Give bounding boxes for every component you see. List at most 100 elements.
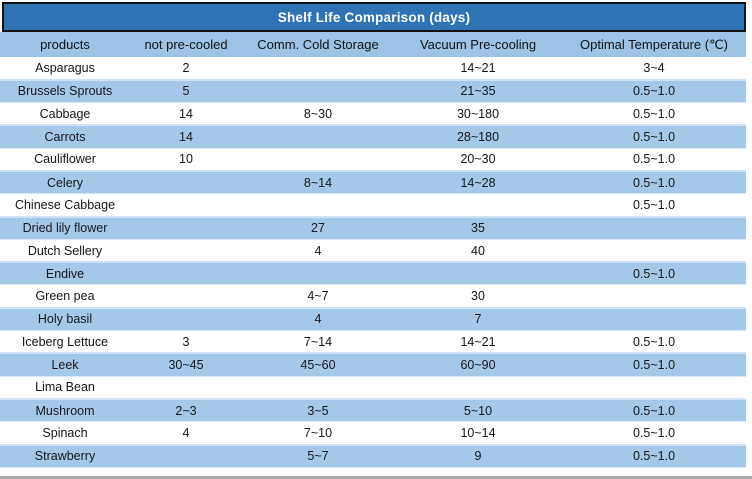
optimal-temperature-value: 0.5~1.0 (632, 266, 676, 281)
product-name: Carrots (44, 130, 86, 145)
vacuum-precooling-value: 10~14 (460, 425, 496, 440)
vacuum-precooling-value: 7 (474, 312, 482, 327)
table-row: Dutch Sellery 4 40 (0, 239, 746, 263)
optimal-temperature-value: 0.5~1.0 (632, 84, 676, 99)
cold-storage-value: 4 (314, 243, 322, 258)
cold-storage-value (242, 80, 394, 103)
cold-storage-value: 45~60 (300, 358, 336, 372)
not-precooled-value: 14 (179, 106, 193, 121)
table-row: Dried lily flower 27 35 (0, 216, 746, 240)
optimal-temperature-value (562, 376, 746, 399)
header-row: products not pre-cooled Comm. Cold Storage… (0, 32, 746, 57)
product-name: Strawberry (34, 449, 96, 464)
table-title-bar: Shelf Life Comparison (days) (2, 2, 746, 32)
vacuum-precooling-value: 14~21 (460, 334, 496, 349)
table-row: Spinach 4 7~10 10~14 0.5~1.0 (0, 421, 746, 445)
cold-storage-value: 4 (314, 312, 322, 327)
optimal-temperature-value (562, 285, 746, 308)
optimal-temperature-value: 0.5~1.0 (632, 130, 676, 145)
vacuum-precooling-value (394, 262, 562, 285)
product-name: Mushroom (35, 403, 95, 418)
vacuum-precooling-value: 9 (474, 449, 482, 464)
cold-storage-value: 7~10 (303, 425, 333, 440)
not-precooled-value (130, 171, 242, 194)
not-precooled-value (130, 285, 242, 308)
not-precooled-value: 2 (182, 60, 190, 75)
not-precooled-value (130, 308, 242, 331)
not-precooled-value: 30~45 (168, 358, 204, 372)
not-precooled-value (130, 239, 242, 262)
not-precooled-value: 10 (179, 152, 193, 167)
vacuum-precooling-value: 5~10 (463, 403, 493, 418)
product-name: Celery (46, 175, 84, 190)
vacuum-precooling-value: 40 (471, 243, 485, 258)
table-row: Carrots 14 28~180 0.5~1.0 (0, 125, 746, 149)
optimal-temperature-value: 0.5~1.0 (632, 425, 676, 440)
optimal-temperature-value: 0.5~1.0 (632, 334, 676, 349)
cold-storage-value (242, 57, 394, 80)
column-header-optimal-temperature-value: Optimal Temperature (℃) (579, 36, 728, 52)
cold-storage-value: 8~14 (303, 175, 333, 190)
not-precooled-value: 3 (182, 334, 190, 349)
cold-storage-value: 27 (311, 221, 325, 236)
product-name: Leek (51, 358, 79, 372)
not-precooled-value: 2~3 (175, 403, 197, 418)
product-name: Cabbage (39, 106, 91, 121)
table-row: Leek 30~45 45~60 60~90 0.5~1.0 (0, 353, 746, 377)
cold-storage-value: 8~30 (303, 106, 333, 121)
product-name: Cauliflower (34, 152, 96, 167)
table-row: Holy basil 4 7 (0, 307, 746, 331)
optimal-temperature-value: 0.5~1.0 (632, 106, 676, 121)
table-row: Cabbage 14 8~30 30~180 0.5~1.0 (0, 102, 746, 126)
product-name: Brussels Sprouts (17, 84, 113, 99)
table-row: Cauliflower 10 20~30 0.5~1.0 (0, 148, 746, 171)
cold-storage-value: 7~14 (303, 334, 333, 349)
optimal-temperature-value: 3~4 (643, 60, 665, 75)
not-precooled-value: 4 (182, 425, 190, 440)
product-name: Green pea (35, 289, 95, 304)
not-precooled-value: 14 (179, 130, 193, 145)
table-row: Strawberry 5~7 9 0.5~1.0 (0, 444, 746, 468)
product-name: Dried lily flower (22, 221, 108, 236)
not-precooled-value (130, 445, 242, 468)
table-row: Iceberg Lettuce 3 7~14 14~21 0.5~1.0 (0, 330, 746, 354)
cold-storage-value: 4~7 (307, 289, 329, 304)
table-row: Endive 0.5~1.0 (0, 262, 746, 285)
table-row: Mushroom 2~3 3~5 5~10 0.5~1.0 (0, 398, 746, 422)
vacuum-precooling-value: 21~35 (460, 84, 496, 99)
not-precooled-value (130, 217, 242, 240)
cold-storage-value (242, 376, 394, 399)
table-row: Brussels Sprouts 5 21~35 0.5~1.0 (0, 79, 746, 103)
vacuum-precooling-value (394, 194, 562, 217)
optimal-temperature-value: 0.5~1.0 (632, 358, 676, 372)
table-row: Asparagus 2 14~21 3~4 (0, 57, 746, 80)
shelf-life-table: products not pre-cooled Comm. Cold Storage… (0, 32, 746, 468)
not-precooled-value (130, 376, 242, 399)
table-body: Asparagus 2 14~21 3~4 Brussels Sprouts 5 21~35… (0, 57, 746, 468)
cold-storage-value (242, 125, 394, 148)
vacuum-precooling-value: 30~180 (456, 106, 500, 121)
column-header-product-name: products (40, 37, 90, 52)
vacuum-precooling-value: 14~28 (460, 175, 496, 190)
product-name: Lima Bean (35, 380, 95, 395)
vacuum-precooling-value: 35 (471, 221, 485, 236)
table-row: Green pea 4~7 30 (0, 284, 746, 308)
product-name: Asparagus (35, 60, 95, 75)
vacuum-precooling-value: 30 (471, 289, 485, 304)
not-precooled-value (130, 262, 242, 285)
table-row: Chinese Cabbage 0.5~1.0 (0, 193, 746, 217)
vacuum-precooling-value: 20~30 (460, 152, 496, 167)
optimal-temperature-value: 0.5~1.0 (632, 403, 676, 418)
column-header-not-precooled-value: not pre-cooled (144, 37, 228, 52)
table-title: Shelf Life Comparison (days) (277, 9, 471, 25)
vacuum-precooling-value: 14~21 (460, 60, 496, 75)
table-row: Lima Bean (0, 376, 746, 399)
vacuum-precooling-value: 60~90 (460, 358, 496, 372)
product-name: Holy basil (37, 312, 93, 327)
cold-storage-value: 3~5 (307, 403, 329, 418)
cold-storage-value (242, 262, 394, 285)
product-name: Dutch Sellery (27, 243, 103, 258)
not-precooled-value: 5 (182, 84, 190, 99)
not-precooled-value (130, 194, 242, 217)
